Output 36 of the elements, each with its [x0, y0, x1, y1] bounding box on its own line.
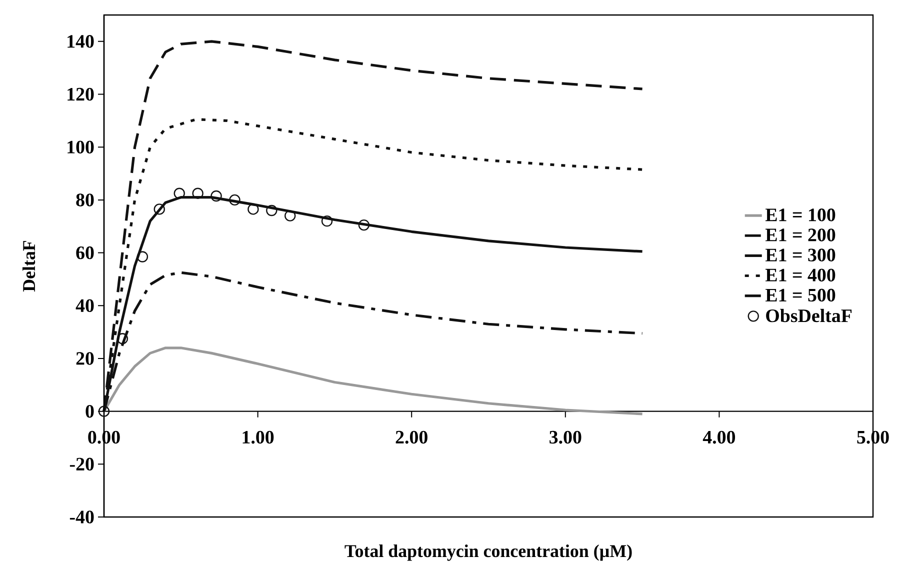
point [266, 204, 278, 216]
legend-label: E1 = 400 [765, 268, 836, 282]
y-tick-label: 20 [76, 352, 94, 365]
x-tick-label: 3.00 [550, 430, 582, 444]
y-tick-label: 80 [76, 194, 94, 206]
y-axis-title: DeltaF [22, 240, 36, 292]
y-tick-label: 40 [76, 299, 94, 312]
point [154, 204, 165, 215]
x-tick-label: 4.00 [702, 430, 736, 444]
legend-label: E1 = 100 [765, 208, 836, 222]
line-series [102, 346, 644, 416]
y-tick-label: -20 [70, 458, 94, 471]
legend-label: ObsDeltaF [766, 308, 852, 322]
point [116, 333, 128, 344]
x-axis-title: Total daptomycin concentration (µM) [344, 544, 632, 561]
point [98, 406, 110, 417]
point [284, 210, 296, 222]
point [192, 188, 204, 199]
x-tick-label: 1.00 [242, 430, 274, 444]
point [358, 219, 370, 231]
y-tick-label: -40 [70, 510, 94, 524]
y-tick-label: 0 [86, 404, 94, 418]
y-tick-label: 100 [68, 140, 94, 154]
point [248, 204, 259, 215]
y-tick-label: 120 [68, 88, 94, 101]
y-tick-label: 140 [68, 35, 94, 48]
point [210, 190, 222, 202]
y-tick-label: 60 [76, 246, 94, 260]
point [321, 215, 333, 227]
legend-label: E1 = 500 [765, 288, 836, 302]
point [174, 188, 185, 199]
legend-label: E1 = 300 [765, 248, 836, 262]
point [229, 194, 240, 206]
legend-label: E1 = 200 [765, 228, 836, 242]
point [136, 251, 148, 262]
x-tick-label: 2.00 [396, 430, 428, 444]
